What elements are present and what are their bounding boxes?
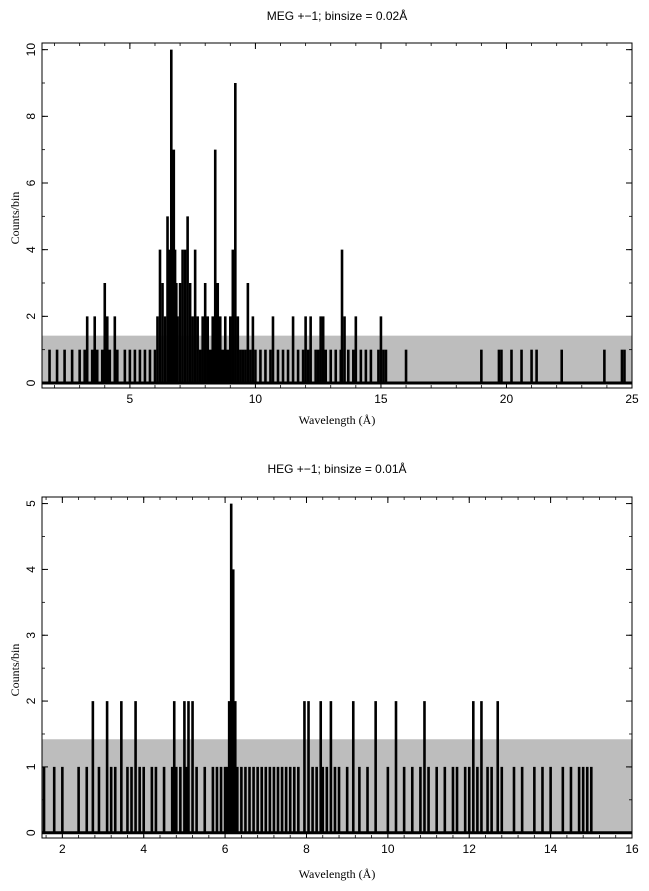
heg-x-tick-label: 12	[463, 842, 477, 856]
heg-x-axis-label: Wavelength (Å)	[299, 867, 376, 881]
meg-x-tick-label: 15	[374, 392, 388, 406]
heg-y-axis-label: Counts/bin	[8, 644, 22, 697]
meg-plot-area: 5 10 15 20 25 0 2 4 6 8 10	[24, 42, 639, 406]
meg-y-tick-label: 2	[24, 313, 38, 320]
heg-plot-frame	[41, 496, 633, 839]
heg-x-tick-label: 6	[222, 842, 229, 856]
meg-x-tick-label: 25	[625, 392, 639, 406]
heg-y-tick-label: 3	[24, 632, 38, 639]
meg-panel: MEG +−1; binsize = 0.02Å 5 10 15 20 25 0 2 4 6 8 1…	[8, 8, 639, 427]
meg-title: MEG +−1; binsize = 0.02Å	[267, 8, 407, 23]
meg-plot-frame	[41, 42, 633, 389]
heg-y-tick-label: 2	[24, 697, 38, 704]
heg-panel: HEG +−1; binsize = 0.01Å 2 4 6 8 10 12 14 16012…	[8, 461, 639, 881]
meg-x-axis-label: Wavelength (Å)	[299, 413, 376, 427]
meg-x-tick-label: 20	[500, 392, 514, 406]
heg-x-tick-label: 10	[381, 842, 395, 856]
heg-x-tick-label: 2	[59, 842, 66, 856]
heg-y-tick-label: 5	[24, 500, 38, 507]
meg-y-axis-label: Counts/bin	[8, 192, 22, 245]
meg-y-tick-label: 8	[24, 113, 38, 120]
heg-y-tick-label: 0	[24, 829, 38, 836]
meg-y-tick-label: 10	[24, 43, 38, 57]
meg-y-tick-label: 0	[24, 379, 38, 386]
heg-x-tick-label: 4	[140, 842, 147, 856]
heg-y-tick-label: 4	[24, 566, 38, 573]
heg-x-tick-label: 16	[625, 842, 639, 856]
meg-x-tick-label: 5	[127, 392, 134, 406]
heg-x-tick-label: 8	[303, 842, 310, 856]
meg-y-tick-label: 4	[24, 246, 38, 253]
meg-x-tick-label: 10	[249, 392, 263, 406]
heg-x-tick-label: 14	[544, 842, 558, 856]
meg-y-tick-label: 6	[24, 179, 38, 186]
heg-y-tick-label: 1	[24, 763, 38, 770]
heg-title: HEG +−1; binsize = 0.01Å	[267, 461, 406, 476]
